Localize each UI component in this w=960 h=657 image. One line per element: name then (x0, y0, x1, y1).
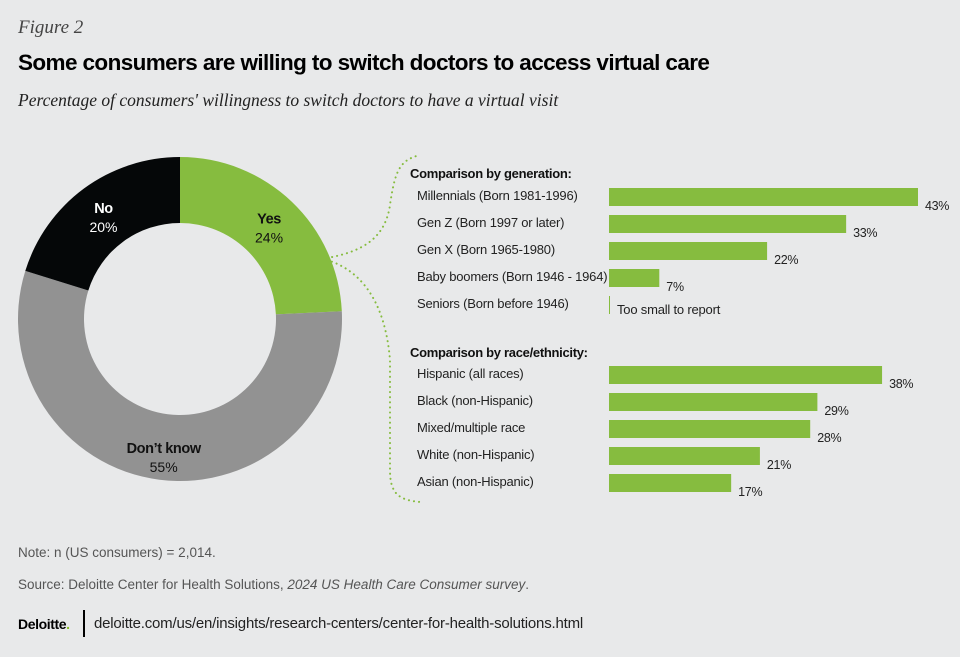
donut-label: No (94, 201, 113, 217)
donut-slice-no (25, 157, 181, 291)
bar (609, 269, 660, 287)
bar-value-label: 38% (889, 377, 913, 391)
bar-value-label: 22% (774, 253, 798, 267)
bar-value-label: 17% (738, 485, 762, 499)
connector-upper (326, 154, 421, 259)
bar (609, 215, 847, 233)
bar (609, 242, 768, 260)
bar-category-label: Millennials (Born 1981-1996) (417, 188, 578, 203)
donut-slice-don-t-know (18, 270, 343, 481)
bar-category-label: White (non-Hispanic) (417, 447, 534, 462)
donut-chart: Yes 24% Don’t know 55% No 20% (18, 157, 343, 481)
deloitte-logo: Deloitte. (18, 616, 70, 632)
bar-value-label: Too small to report (617, 302, 721, 317)
note-text: Note: n (US consumers) = 2,014. (18, 545, 216, 560)
donut-value-label: 55% (150, 459, 178, 475)
bar (609, 474, 732, 492)
bar-category-label: Mixed/multiple race (417, 420, 525, 435)
source-suffix: . (525, 577, 530, 592)
bar-category-label: Gen Z (Born 1997 or later) (417, 215, 564, 230)
bar-value-label: 7% (666, 280, 684, 294)
source-prefix: Source: Deloitte Center for Health Solut… (18, 577, 288, 592)
bar-value-label: 21% (767, 458, 791, 472)
figure-label: Figure 2 (18, 17, 84, 38)
donut-value-label: 24% (255, 230, 283, 246)
logo-wordmark: Deloitte (18, 616, 67, 632)
bar-value-label: 33% (853, 226, 877, 240)
bar-category-label: Gen X (Born 1965-1980) (417, 242, 555, 257)
bar-category-label: Asian (non-Hispanic) (417, 474, 534, 489)
bar-category-label: Seniors (Born before 1946) (417, 296, 569, 311)
bar-category-label: Hispanic (all races) (417, 366, 524, 381)
donut-slice-yes (180, 157, 342, 315)
bar-empty-marker (609, 296, 610, 314)
donut-value-label: 20% (89, 219, 117, 235)
bar (609, 366, 883, 384)
donut-label: Yes (257, 212, 281, 228)
chart-subtitle: Percentage of consumers' willingness to … (18, 90, 559, 110)
logo-green-dot: . (66, 616, 70, 632)
connector-lower (326, 259, 421, 503)
bar-value-label: 43% (925, 199, 949, 213)
bar (609, 447, 760, 465)
bar (609, 420, 811, 438)
source-url-link[interactable]: deloitte.com/us/en/insights/research-cen… (94, 615, 583, 632)
bar-value-label: 28% (817, 431, 841, 445)
bar-category-label: Baby boomers (Born 1946 - 1964) (417, 269, 607, 284)
source-text: Source: Deloitte Center for Health Solut… (18, 577, 529, 592)
bar-value-label: 29% (824, 404, 848, 418)
race-bar-chart: Comparison by race/ethnicity: Hispanic (a… (410, 345, 914, 499)
bar (609, 393, 818, 411)
source-survey-name: 2024 US Health Care Consumer survey (287, 577, 526, 592)
section-title: Comparison by generation: (410, 166, 572, 181)
bar-category-label: Black (non-Hispanic) (417, 393, 533, 408)
bar (609, 188, 918, 206)
generation-bar-chart: Comparison by generation: Millennials (Bo… (410, 166, 950, 317)
chart-title: Some consumers are willing to switch doc… (18, 50, 710, 75)
footer-divider (83, 610, 85, 637)
section-title: Comparison by race/ethnicity: (410, 345, 588, 360)
donut-label: Don’t know (127, 441, 202, 457)
